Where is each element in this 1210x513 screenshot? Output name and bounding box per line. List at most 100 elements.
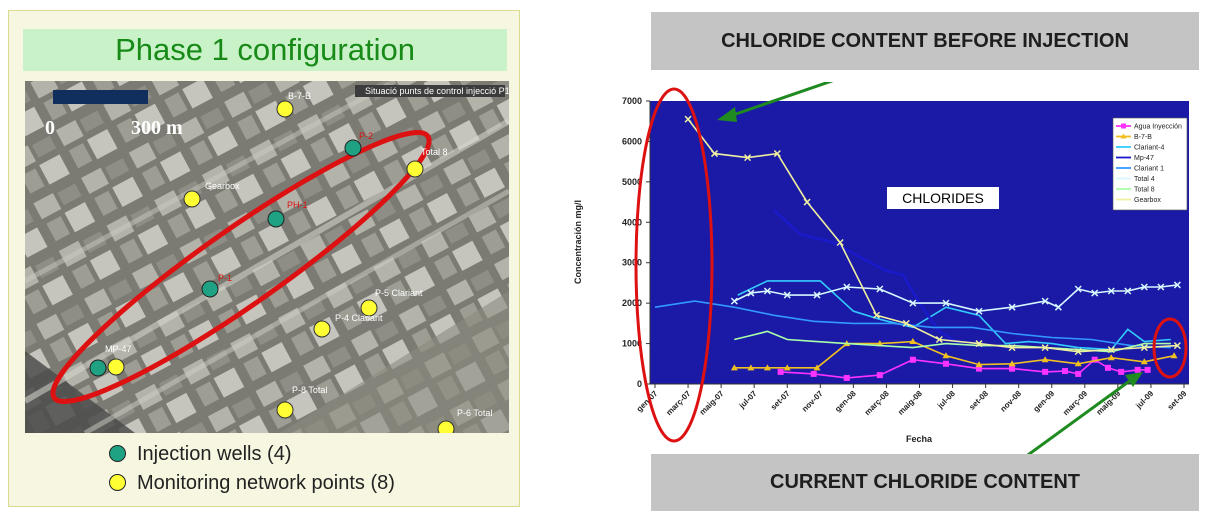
chloride-chart: 0 1000 2000 3000 4000 5000 6000 7000 gen-07 març…: [565, 60, 1209, 462]
monitoring-point-icon: [109, 474, 126, 491]
aerial-photo: Situació punts de control injecció P1 0 …: [25, 81, 509, 433]
x-tick-label: març-08: [863, 389, 891, 417]
aerial-map: Situació punts de control injecció P1 0 …: [25, 81, 509, 433]
x-tick-label: set-09: [1166, 389, 1189, 412]
monitoring-point-total8: [406, 160, 424, 178]
data-point: [1075, 370, 1082, 377]
data-point: [684, 115, 692, 123]
legend-entry-label: Mp-47: [1134, 155, 1154, 162]
injection-well-mp47: [89, 359, 107, 377]
data-point: [1107, 287, 1115, 295]
x-axis: gen-07 març-07 maig-07 jul-07 set-07 nov-07 ge…: [635, 383, 1189, 417]
y-tick-label: 5000: [622, 177, 642, 187]
series-line: [780, 358, 1148, 379]
x-tick-label: set-08: [967, 389, 990, 412]
data-point: [1140, 283, 1148, 291]
data-point: [909, 299, 917, 307]
data-point: [1008, 360, 1016, 367]
chlorides-label-box: [887, 187, 999, 209]
legend-entry-label: Clariant-4: [1134, 145, 1164, 152]
series-line: [687, 118, 1178, 353]
label-p6: P-6 Total: [457, 408, 492, 418]
x-tick-label: jul-07: [737, 389, 759, 411]
data-point: [1074, 360, 1082, 367]
data-point: [942, 352, 950, 359]
legend-label-monitoring: Monitoring network points (8): [137, 472, 395, 494]
x-tick-label: jul-09: [1133, 389, 1155, 411]
data-point: [975, 361, 983, 368]
data-point: [1107, 346, 1115, 354]
data-point: [747, 289, 755, 297]
x-tick-label: maig-08: [896, 389, 924, 417]
data-point: [730, 364, 738, 371]
series-line: [654, 300, 1171, 349]
data-point: [1041, 344, 1049, 352]
legend-box: [1112, 117, 1188, 211]
data-point: [975, 340, 983, 348]
data-point: [1009, 365, 1016, 372]
y-tick-label: 7000: [622, 96, 642, 106]
y-axis-label: Concentración mg/l: [573, 200, 583, 284]
data-point: [1157, 283, 1165, 291]
data-point: [783, 291, 791, 299]
phase1-panel: Phase 1 configuration Situació punts de …: [8, 10, 520, 507]
data-point: [810, 370, 817, 377]
legend-entry-label: Gearbox: [1134, 197, 1161, 204]
data-point: [1054, 303, 1062, 311]
series-line: [734, 340, 1175, 369]
y-tick-label: 3000: [622, 258, 642, 268]
arrow-before-head: [717, 107, 737, 122]
data-point: [1104, 364, 1111, 371]
arrow-current-shaft: [1020, 378, 1132, 462]
legend-entry-label: B-7-B: [1134, 134, 1152, 141]
series-3: [773, 209, 960, 345]
data-point: [1041, 356, 1049, 363]
legend-marker: [1121, 123, 1126, 129]
series-0: [777, 356, 1151, 381]
data-point: [777, 368, 784, 375]
x-tick-label: gen-09: [1032, 389, 1057, 414]
scale-end: 300 m: [131, 117, 183, 139]
data-point: [1041, 297, 1049, 305]
label-p1: P-1: [218, 273, 232, 283]
data-point: [1008, 303, 1016, 311]
monitoring-point-p4: [313, 320, 331, 338]
data-point: [942, 360, 949, 367]
x-tick-label: jul-08: [935, 389, 957, 411]
data-point: [710, 150, 719, 158]
series-5: [730, 281, 1181, 315]
data-point: [843, 374, 850, 381]
data-point: [1091, 289, 1099, 297]
data-point: [872, 311, 881, 319]
y-tick-label: 2000: [622, 298, 642, 308]
legend-marker: [1120, 133, 1127, 139]
y-tick-label: 1000: [622, 339, 642, 349]
data-point: [1124, 287, 1132, 295]
label-p4: P-4 Clariant: [335, 313, 383, 323]
label-mp47: MP-47: [105, 344, 132, 354]
label-total8: Total 8: [421, 147, 448, 157]
legend-entry-label: Total 4: [1134, 176, 1155, 183]
data-point: [763, 364, 771, 371]
y-tick-label: 4000: [622, 217, 642, 227]
x-tick-label: nov-07: [800, 389, 825, 414]
data-point: [1173, 281, 1181, 289]
data-point: [876, 285, 884, 293]
data-point: [1042, 368, 1049, 375]
before-injection-caption: CHLORIDE CONTENT BEFORE INJECTION: [651, 12, 1199, 70]
label-ph1: PH-1: [287, 200, 308, 210]
data-point: [876, 372, 883, 379]
x-tick-label: març-07: [664, 389, 692, 417]
data-point: [902, 319, 910, 327]
monitoring-point-mp47: [107, 358, 125, 376]
data-point: [813, 364, 821, 371]
y-axis: 0 1000 2000 3000 4000 5000 6000 7000: [622, 96, 651, 389]
data-point: [1091, 356, 1098, 363]
panel-title: Phase 1 configuration: [23, 29, 507, 71]
data-point: [803, 198, 811, 206]
before-injection-ellipse: [634, 87, 714, 443]
injection-line-ellipse: [50, 130, 432, 404]
x-tick-label: set-07: [769, 389, 792, 412]
plot-area: [650, 101, 1189, 384]
data-point: [836, 238, 844, 247]
